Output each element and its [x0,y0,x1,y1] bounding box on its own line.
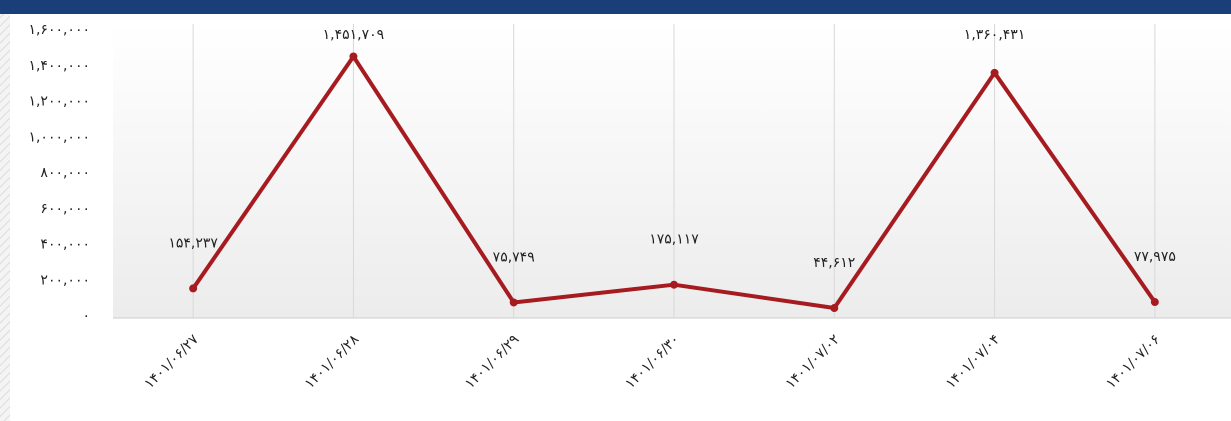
x-tick-label: ۱۴۰۱/۰۶/۲۸ [302,331,363,392]
x-tick-label: ۱۴۰۱/۰۶/۳۰ [622,332,683,393]
side-strip [0,14,10,421]
data-label: ۱,۴۵۱,۷۰۹ [323,27,385,43]
data-label: ۷۵,۷۴۹ [493,249,535,265]
y-tick-label: ۲۰۰,۰۰۰ [40,272,90,288]
x-tick-label: ۱۴۰۱/۰۶/۲۷ [141,331,202,392]
point [670,280,678,289]
data-label: ۱۷۵,۱۱۷ [649,232,699,248]
y-tick-label: ۴۰۰,۰۰۰ [40,237,90,253]
data-label: ۱,۳۶۰,۴۳۱ [964,27,1026,43]
header-bar [0,0,1231,14]
y-tick-label: ۱,۰۰۰,۰۰۰ [28,129,90,145]
y-tick-label: ۰ [82,308,90,324]
point [830,304,839,313]
y-tick-label: ۶۰۰,۰۰۰ [40,201,90,217]
y-tick-label: ۱,۲۰۰,۰۰۰ [28,94,90,110]
x-tick-label: ۱۴۰۱/۰۷/۰۲ [783,332,844,393]
plot-area [113,24,1231,318]
point [1150,298,1159,307]
point [509,298,518,307]
y-tick-label: ۱,۴۰۰,۰۰۰ [28,58,90,74]
x-tick-label: ۱۴۰۱/۰۶/۲۹ [462,332,523,393]
point [349,52,358,61]
x-tick-label: ۱۴۰۱/۰۷/۰۴ [943,332,1004,393]
point [990,68,999,77]
point [189,284,198,293]
y-tick-label: ۱,۶۰۰,۰۰۰ [28,22,90,38]
x-tick-label: ۱۴۰۱/۰۷/۰۶ [1103,332,1164,393]
data-label: ۷۷,۹۷۵ [1134,249,1176,265]
data-label: ۴۴,۶۱۲ [813,255,855,271]
data-label: ۱۵۴,۲۳۷ [168,235,218,251]
y-tick-label: ۸۰۰,۰۰۰ [40,165,90,181]
